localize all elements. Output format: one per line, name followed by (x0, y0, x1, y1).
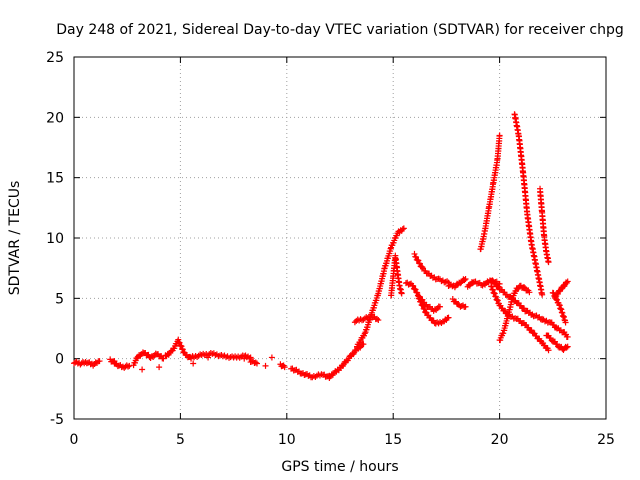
data-point (500, 330, 507, 337)
data-points (71, 111, 571, 381)
data-point (410, 282, 417, 289)
x-tick-label: 0 (70, 432, 79, 448)
data-point (419, 264, 426, 271)
data-point (241, 355, 248, 362)
data-point (415, 257, 422, 264)
data-point (539, 291, 546, 298)
data-point (526, 289, 533, 296)
data-point (437, 303, 444, 310)
data-point (552, 293, 559, 300)
data-point (461, 277, 468, 284)
data-point (268, 354, 275, 361)
x-tick-label: 10 (278, 432, 296, 448)
data-point (462, 276, 469, 283)
data-point (399, 226, 406, 233)
x-tick-label: 25 (597, 432, 615, 448)
data-point (414, 289, 421, 296)
data-point (496, 132, 503, 139)
data-point (126, 362, 133, 369)
data-point (521, 284, 528, 291)
data-point (564, 343, 571, 350)
data-point (179, 346, 186, 353)
data-point (178, 343, 185, 350)
data-point (545, 347, 552, 354)
data-point (156, 364, 163, 371)
data-point (374, 315, 381, 322)
data-point (489, 286, 496, 293)
data-point (417, 299, 424, 306)
data-point (563, 344, 570, 351)
y-tick-label: 20 (46, 110, 64, 126)
data-point (176, 339, 183, 346)
x-tick-label: 15 (384, 432, 402, 448)
data-point (160, 355, 167, 362)
data-point (416, 295, 423, 302)
y-tick-label: 0 (55, 352, 64, 368)
data-point (550, 290, 557, 297)
data-point (492, 293, 499, 300)
data-point (491, 290, 498, 297)
y-tick-label: 15 (46, 171, 64, 187)
data-point (111, 358, 118, 365)
data-point (400, 225, 407, 232)
y-tick-label: 5 (55, 291, 64, 307)
data-point (175, 336, 182, 343)
data-point (398, 290, 405, 297)
data-point (419, 302, 426, 309)
data-point (545, 259, 552, 266)
data-point (262, 362, 269, 369)
y-tick-label: -5 (50, 412, 64, 428)
data-point (462, 303, 469, 310)
data-point (252, 359, 259, 366)
data-point (375, 317, 382, 324)
y-tick-label: 25 (46, 50, 64, 66)
data-point (554, 296, 561, 303)
x-tick-label: 5 (176, 432, 185, 448)
x-tick-label: 20 (491, 432, 509, 448)
data-point (416, 260, 423, 267)
data-point (564, 278, 571, 285)
data-point (246, 355, 253, 362)
data-point (562, 319, 569, 326)
data-point (413, 254, 420, 261)
data-point (445, 314, 452, 321)
data-point (190, 360, 197, 367)
data-point (411, 250, 418, 257)
data-point (205, 354, 212, 361)
y-axis-label: SDTVAR / TECUs (7, 181, 23, 296)
data-point (254, 360, 261, 367)
data-point (125, 363, 132, 370)
data-point (495, 283, 502, 290)
data-point (281, 364, 288, 371)
y-tick-label: 10 (46, 231, 64, 247)
data-point (421, 306, 428, 313)
axis-ticks: 0 5 10 15 20 25 -5 0 5 10 15 20 25 (46, 50, 615, 448)
x-axis-label: GPS time / hours (281, 459, 398, 475)
chart-title: Day 248 of 2021, Sidereal Day-to-day VTE… (56, 22, 624, 38)
data-point (139, 366, 146, 373)
data-point (494, 297, 501, 304)
data-point (96, 358, 103, 365)
data-point (412, 286, 419, 293)
data-point (564, 333, 571, 340)
data-point (361, 330, 368, 337)
